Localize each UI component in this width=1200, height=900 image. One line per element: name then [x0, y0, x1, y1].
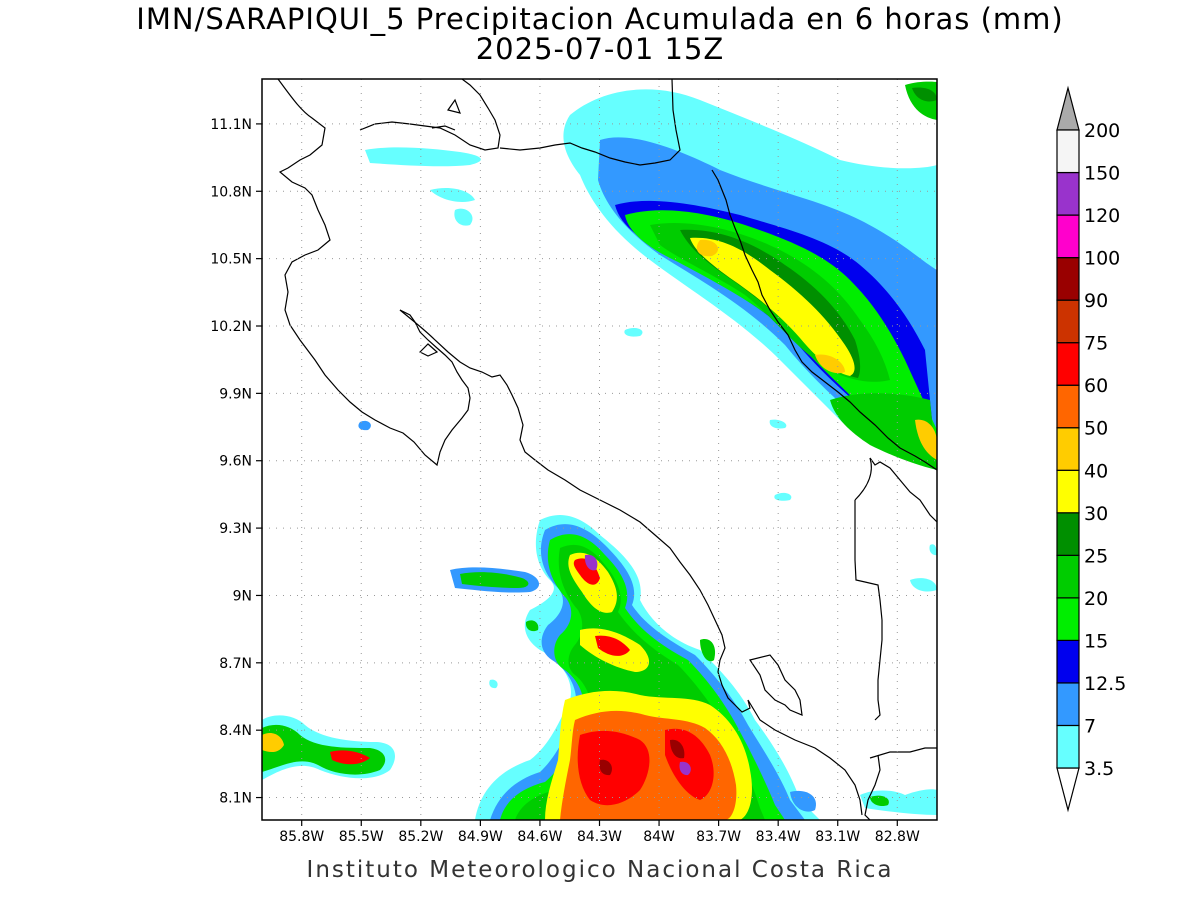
colorbar-swatch — [1056, 512, 1080, 556]
lon-tick-label: 83.7W — [696, 829, 741, 845]
lon-tick-label: 85.2W — [398, 829, 443, 845]
colorbar-label: 100 — [1084, 248, 1120, 270]
lon-tick-label: 84.6W — [517, 829, 562, 845]
colorbar-swatch — [1056, 129, 1080, 174]
colorbar-swatch — [1056, 257, 1080, 301]
lon-tick-label: 85.5W — [339, 829, 384, 845]
lat-tick-label: 10.2N — [210, 319, 252, 335]
colorbar-under-triangle — [1056, 767, 1080, 813]
map-title: IMN/SARAPIQUI_5 Precipitacion Acumulada … — [136, 2, 1064, 36]
colorbar-swatch — [1056, 724, 1080, 769]
colorbar-swatch — [1056, 639, 1080, 684]
colorbar-swatch — [1056, 597, 1080, 641]
colorbar-swatch — [1056, 342, 1080, 386]
colorbar-label: 25 — [1084, 545, 1108, 567]
lon-tick-label: 84W — [643, 829, 675, 845]
colorbar-label: 50 — [1084, 418, 1108, 440]
coastline — [277, 79, 937, 820]
lat-tick-label: 9.9N — [219, 386, 252, 402]
graticule — [262, 79, 937, 820]
colorbar-label: 12.5 — [1084, 673, 1126, 695]
lon-tick-label: 83.4W — [756, 829, 801, 845]
colorbar-swatch — [1056, 554, 1080, 599]
lat-axis: 11.1N 10.8N 10.5N 10.2N 9.9N 9.6N 9.3N 9N 8.7N 8.… — [210, 117, 262, 807]
colorbar-label: 120 — [1084, 205, 1120, 227]
colorbar-label: 75 — [1084, 333, 1108, 355]
lat-tick-label: 10.8N — [210, 184, 252, 200]
lat-tick-label: 11.1N — [210, 117, 252, 133]
colorbar-label: 90 — [1084, 290, 1108, 312]
colorbar-swatch — [1056, 427, 1080, 471]
colorbar-label: 3.5 — [1084, 758, 1114, 780]
colorbar-label: 60 — [1084, 375, 1108, 397]
colorbar-label: 7 — [1084, 715, 1096, 737]
lon-tick-label: 85.8W — [279, 829, 324, 845]
colorbar-label: 30 — [1084, 503, 1108, 525]
lat-tick-label: 8.4N — [219, 723, 252, 739]
footer-credit: Instituto Meteorologico Nacional Costa R… — [306, 857, 894, 883]
lon-tick-label: 82.8W — [875, 829, 920, 845]
colorbar-label: 20 — [1084, 588, 1108, 610]
lat-tick-label: 9N — [233, 588, 252, 604]
lon-tick-label: 84.3W — [577, 829, 622, 845]
lat-tick-label: 9.6N — [219, 454, 252, 470]
lat-tick-label: 10.5N — [210, 252, 252, 268]
precipitation-field — [262, 81, 937, 820]
colorbar-label: 150 — [1084, 163, 1120, 185]
map-timestamp: 2025-07-01 15Z — [475, 32, 725, 66]
lat-tick-label: 8.7N — [219, 656, 252, 672]
colorbar-swatch — [1056, 299, 1080, 344]
colorbar-swatch — [1056, 469, 1080, 514]
colorbar-label: 15 — [1084, 630, 1108, 652]
colorbar-swatch — [1056, 384, 1080, 429]
lat-tick-label: 9.3N — [219, 521, 252, 537]
lat-tick-label: 8.1N — [219, 791, 252, 807]
lon-axis: 85.8W 85.5W 85.2W 84.9W 84.6W 84.3W 84W 83.7W 83… — [279, 820, 920, 845]
colorbar-label: 200 — [1084, 120, 1120, 142]
colorbar: 3.5 7 12.5 15 20 25 30 40 50 60 75 90 100 120 150 200 — [1056, 85, 1126, 813]
colorbar-label: 40 — [1084, 460, 1108, 482]
colorbar-swatch — [1056, 171, 1080, 216]
colorbar-swatch — [1056, 214, 1080, 259]
colorbar-swatch — [1056, 682, 1080, 727]
lon-tick-label: 83.1W — [815, 829, 860, 845]
colorbar-over-triangle — [1056, 85, 1080, 131]
lon-tick-label: 84.9W — [458, 829, 503, 845]
